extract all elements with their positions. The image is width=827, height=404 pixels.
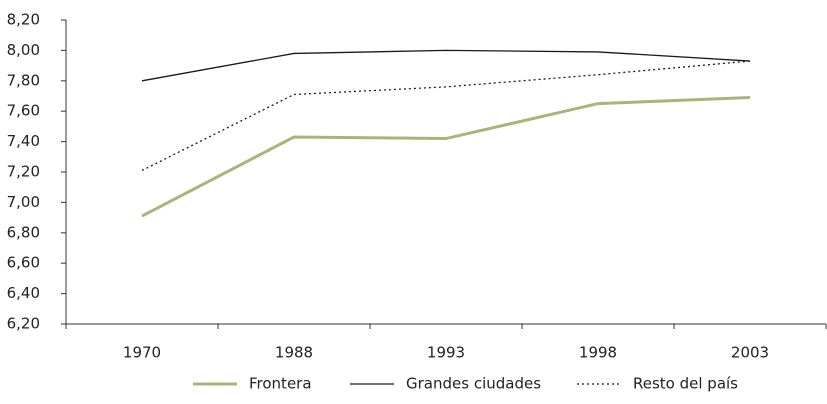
x-tick-label: 1970 xyxy=(123,344,161,362)
x-tick-label: 1988 xyxy=(275,344,313,362)
series-line xyxy=(141,49,751,82)
y-tick-label: 7,20 xyxy=(7,163,40,181)
y-tick-label: 8,20 xyxy=(7,11,40,29)
y-tick-label: 7,60 xyxy=(7,102,40,120)
x-tick-label: 2003 xyxy=(731,344,769,362)
legend-label: Frontera xyxy=(249,375,312,393)
x-tick-label: 1993 xyxy=(427,344,465,362)
y-tick-label: 7,40 xyxy=(7,132,40,150)
x-tick-label: 1998 xyxy=(579,344,617,362)
series-line xyxy=(141,60,751,172)
y-tick-label: 7,80 xyxy=(7,71,40,89)
legend-label: Resto del país xyxy=(633,375,738,393)
y-tick-label: 6,40 xyxy=(7,284,40,302)
y-tick-label: 6,60 xyxy=(7,254,40,272)
y-tick-label: 7,00 xyxy=(7,193,40,211)
y-tick-label: 8,00 xyxy=(7,41,40,59)
series-line xyxy=(141,96,751,218)
y-tick-label: 6,80 xyxy=(7,223,40,241)
legend-label: Grandes ciudades xyxy=(406,375,541,393)
y-tick-label: 6,20 xyxy=(7,315,40,333)
